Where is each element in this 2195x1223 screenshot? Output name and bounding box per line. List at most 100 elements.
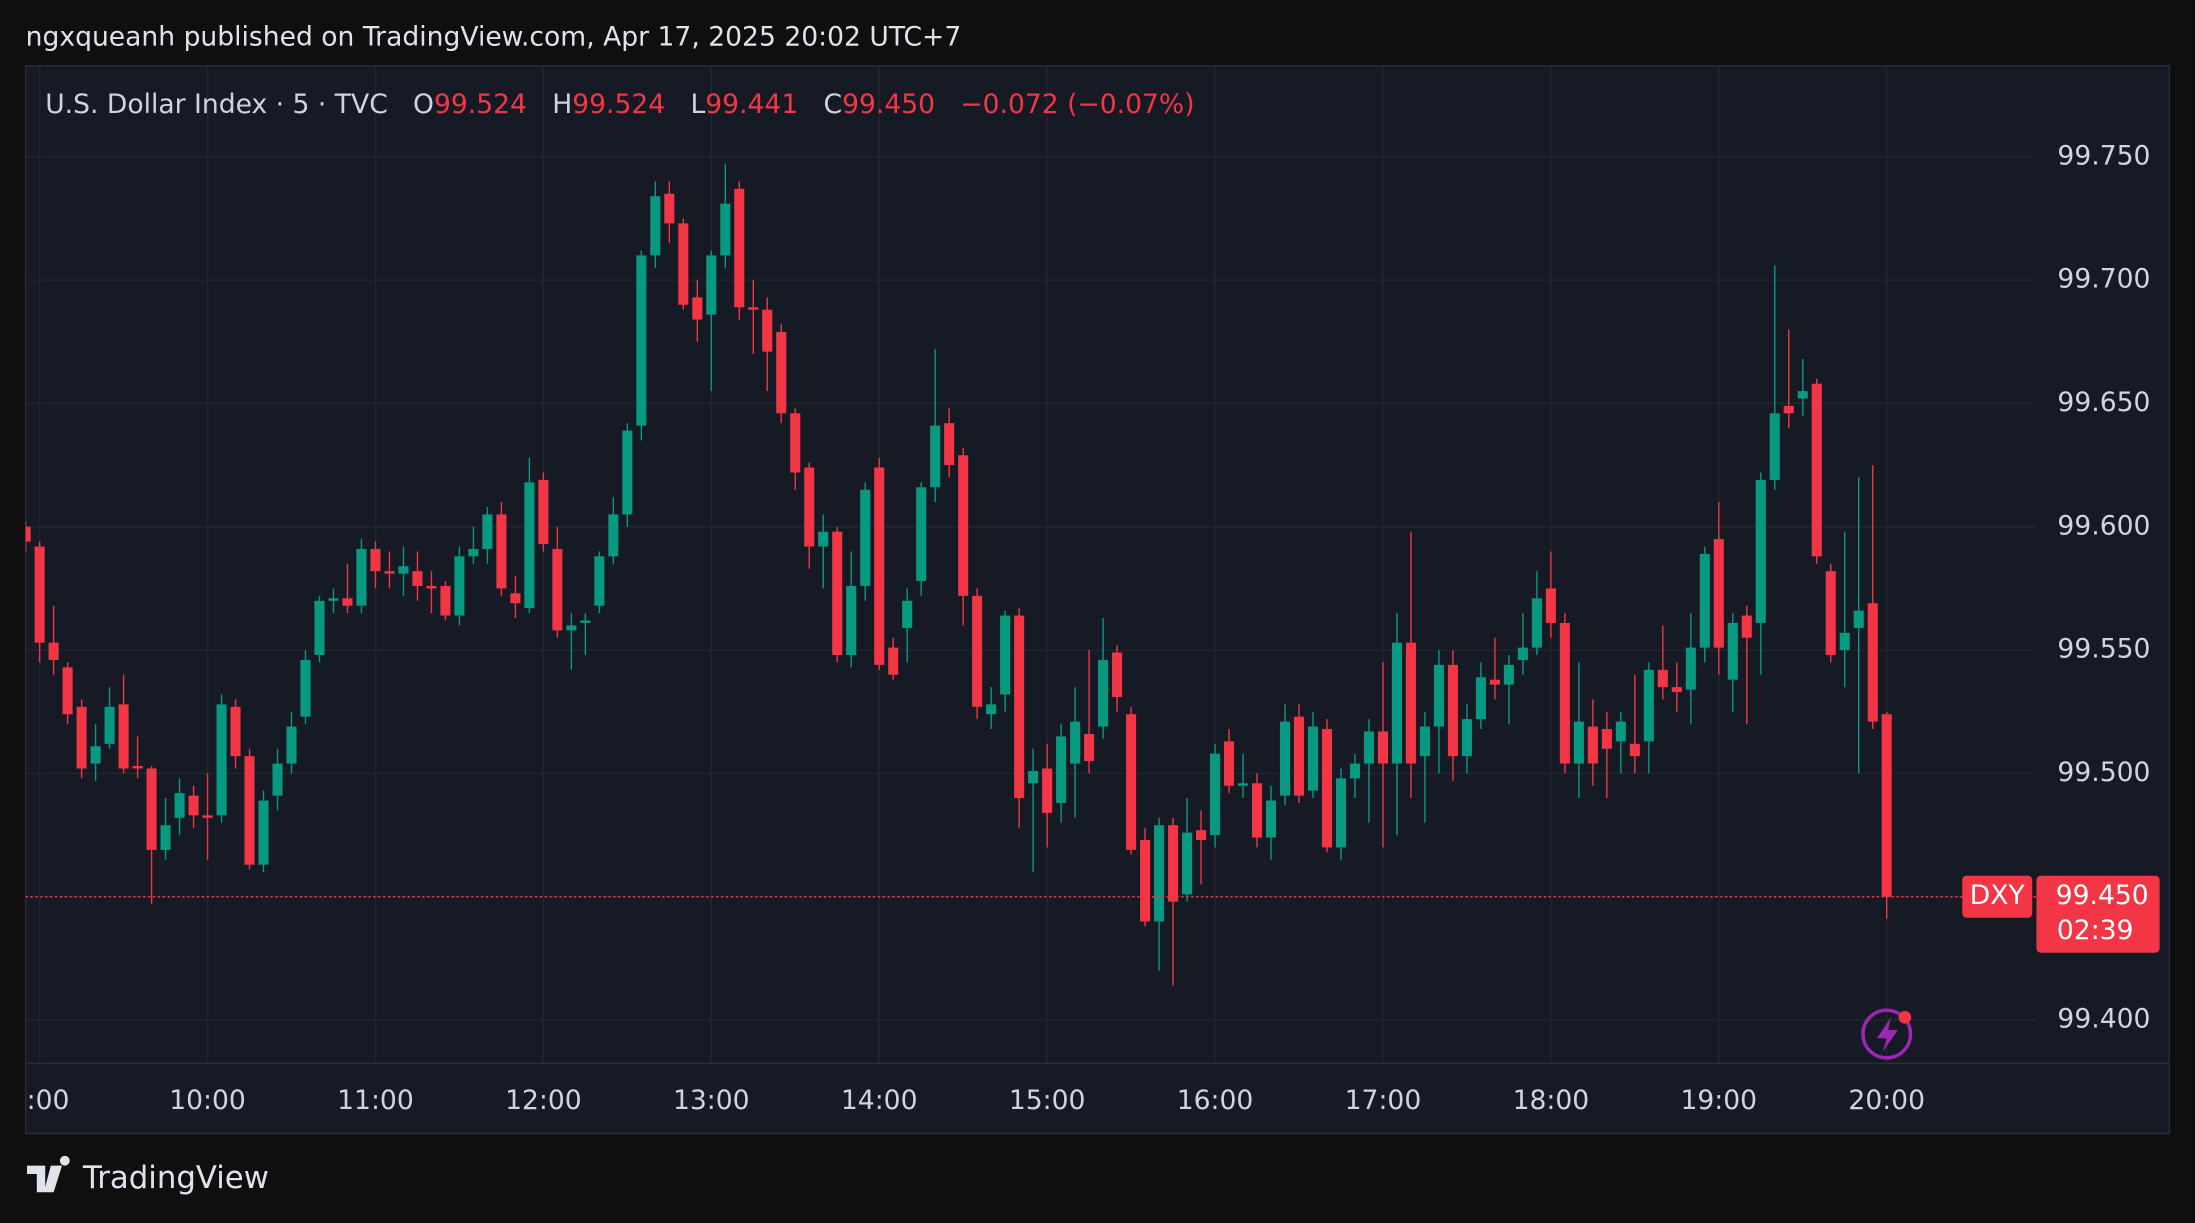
candle-body — [1405, 642, 1416, 764]
candle-body — [62, 667, 73, 715]
candle-body — [972, 595, 983, 707]
price-tag: DXY 99.450 02:39 — [1962, 875, 2160, 953]
candle-body — [174, 793, 185, 818]
candle-body — [1196, 830, 1207, 841]
x-tick-label: 10:00 — [169, 1085, 246, 1116]
footer-brand: TradingView — [82, 1160, 269, 1196]
candle-body — [846, 585, 857, 656]
candle-body — [1853, 610, 1864, 628]
candle-body — [566, 625, 577, 631]
candle-body — [1503, 664, 1514, 685]
candle-body — [1042, 768, 1053, 813]
candle-body — [1321, 729, 1333, 848]
candle-body — [1447, 664, 1458, 757]
symbol-tag-text: DXY — [1970, 880, 2026, 911]
candle-body — [1056, 736, 1067, 804]
candle-body — [720, 203, 731, 256]
candle-body — [776, 331, 787, 414]
candle-body — [622, 430, 633, 515]
candle-body — [664, 193, 675, 224]
candle-body — [272, 763, 283, 796]
candle-body — [678, 223, 689, 305]
x-tick-label: 15:00 — [1009, 1085, 1086, 1116]
candle-body — [986, 704, 997, 715]
publisher-line: ngxqueanh published on TradingView.com, … — [26, 21, 962, 52]
candle-body — [342, 598, 353, 606]
candle-body — [1391, 642, 1402, 764]
candle-body — [1797, 391, 1808, 399]
candle-body — [1419, 726, 1430, 757]
candle-body — [1825, 571, 1836, 656]
candle-body — [1182, 832, 1193, 895]
legend-key: C — [824, 88, 843, 119]
candle-body — [118, 704, 129, 769]
axes: 99.400 99.450 99.500 99.550 99.600 99.650 99.7… — [26, 140, 2151, 1116]
candle-body — [790, 413, 801, 473]
candle-body — [48, 642, 59, 660]
candle-body — [1210, 753, 1221, 836]
candle-body — [25, 526, 31, 542]
candle-body — [412, 571, 423, 586]
candle-body — [1881, 714, 1892, 897]
candle-body — [608, 514, 619, 557]
x-tick-label: 16:00 — [1177, 1085, 1254, 1116]
candle-body — [300, 659, 311, 717]
legend-key: L — [690, 88, 705, 119]
candle-body — [1028, 770, 1039, 784]
legend-value: 99.524 — [572, 88, 665, 119]
candle-body — [650, 196, 661, 256]
legend-symbol: U.S. Dollar Index · 5 · TVC — [45, 88, 388, 119]
candle-body — [692, 297, 703, 320]
candle-body — [1098, 659, 1109, 727]
x-tick-label: 18:00 — [1513, 1085, 1590, 1116]
candle-body — [1615, 721, 1626, 742]
y-tick-label: 99.750 — [2057, 140, 2150, 171]
candle-body — [160, 825, 171, 850]
candle-body — [1671, 687, 1682, 693]
price-tag-price: 99.450 — [2056, 880, 2149, 911]
candle-body — [1335, 778, 1347, 848]
candle-body — [818, 531, 829, 547]
y-tick-label: 99.650 — [2057, 387, 2150, 418]
candle-body — [1265, 800, 1277, 838]
legend-value: 99.441 — [705, 88, 798, 119]
candle-body — [804, 467, 815, 547]
footer-logo[interactable]: TradingView — [27, 1155, 269, 1196]
candle-body — [216, 704, 227, 816]
x-tick-label: 12:00 — [505, 1085, 582, 1116]
candle-body — [580, 620, 591, 623]
legend-key: H — [552, 88, 572, 119]
candle-body — [1685, 647, 1696, 690]
candle-body — [1307, 726, 1319, 791]
candle-body — [1699, 553, 1710, 648]
legend-value: 99.524 — [434, 88, 527, 119]
candle-body — [1489, 679, 1500, 685]
candle-body — [146, 768, 157, 850]
candle-body — [356, 548, 367, 606]
alert-icon[interactable] — [1861, 1008, 1913, 1060]
candle-body — [1237, 783, 1249, 786]
candle-body — [902, 600, 913, 628]
candle-body — [1587, 726, 1598, 764]
candle-body — [524, 482, 535, 609]
y-tick-label: 99.700 — [2057, 264, 2150, 295]
candle-body — [1545, 588, 1556, 623]
x-tick-label: 20:00 — [1848, 1085, 1925, 1116]
legend-key: O — [413, 88, 434, 119]
candle-body — [1140, 840, 1151, 922]
candle-body — [1112, 652, 1123, 697]
candle-body — [706, 255, 717, 315]
candle-body — [1126, 714, 1137, 850]
candle-body — [1601, 729, 1612, 749]
candle-body — [1643, 669, 1654, 742]
candle-body — [1839, 632, 1850, 651]
candle-body — [1000, 615, 1011, 695]
candle-body — [1475, 677, 1486, 720]
candle-body — [258, 800, 269, 865]
candle-body — [482, 514, 493, 549]
candle-body — [104, 706, 115, 744]
candle-body — [202, 815, 213, 818]
candle-body — [1657, 669, 1668, 688]
candle-body — [1349, 763, 1361, 779]
